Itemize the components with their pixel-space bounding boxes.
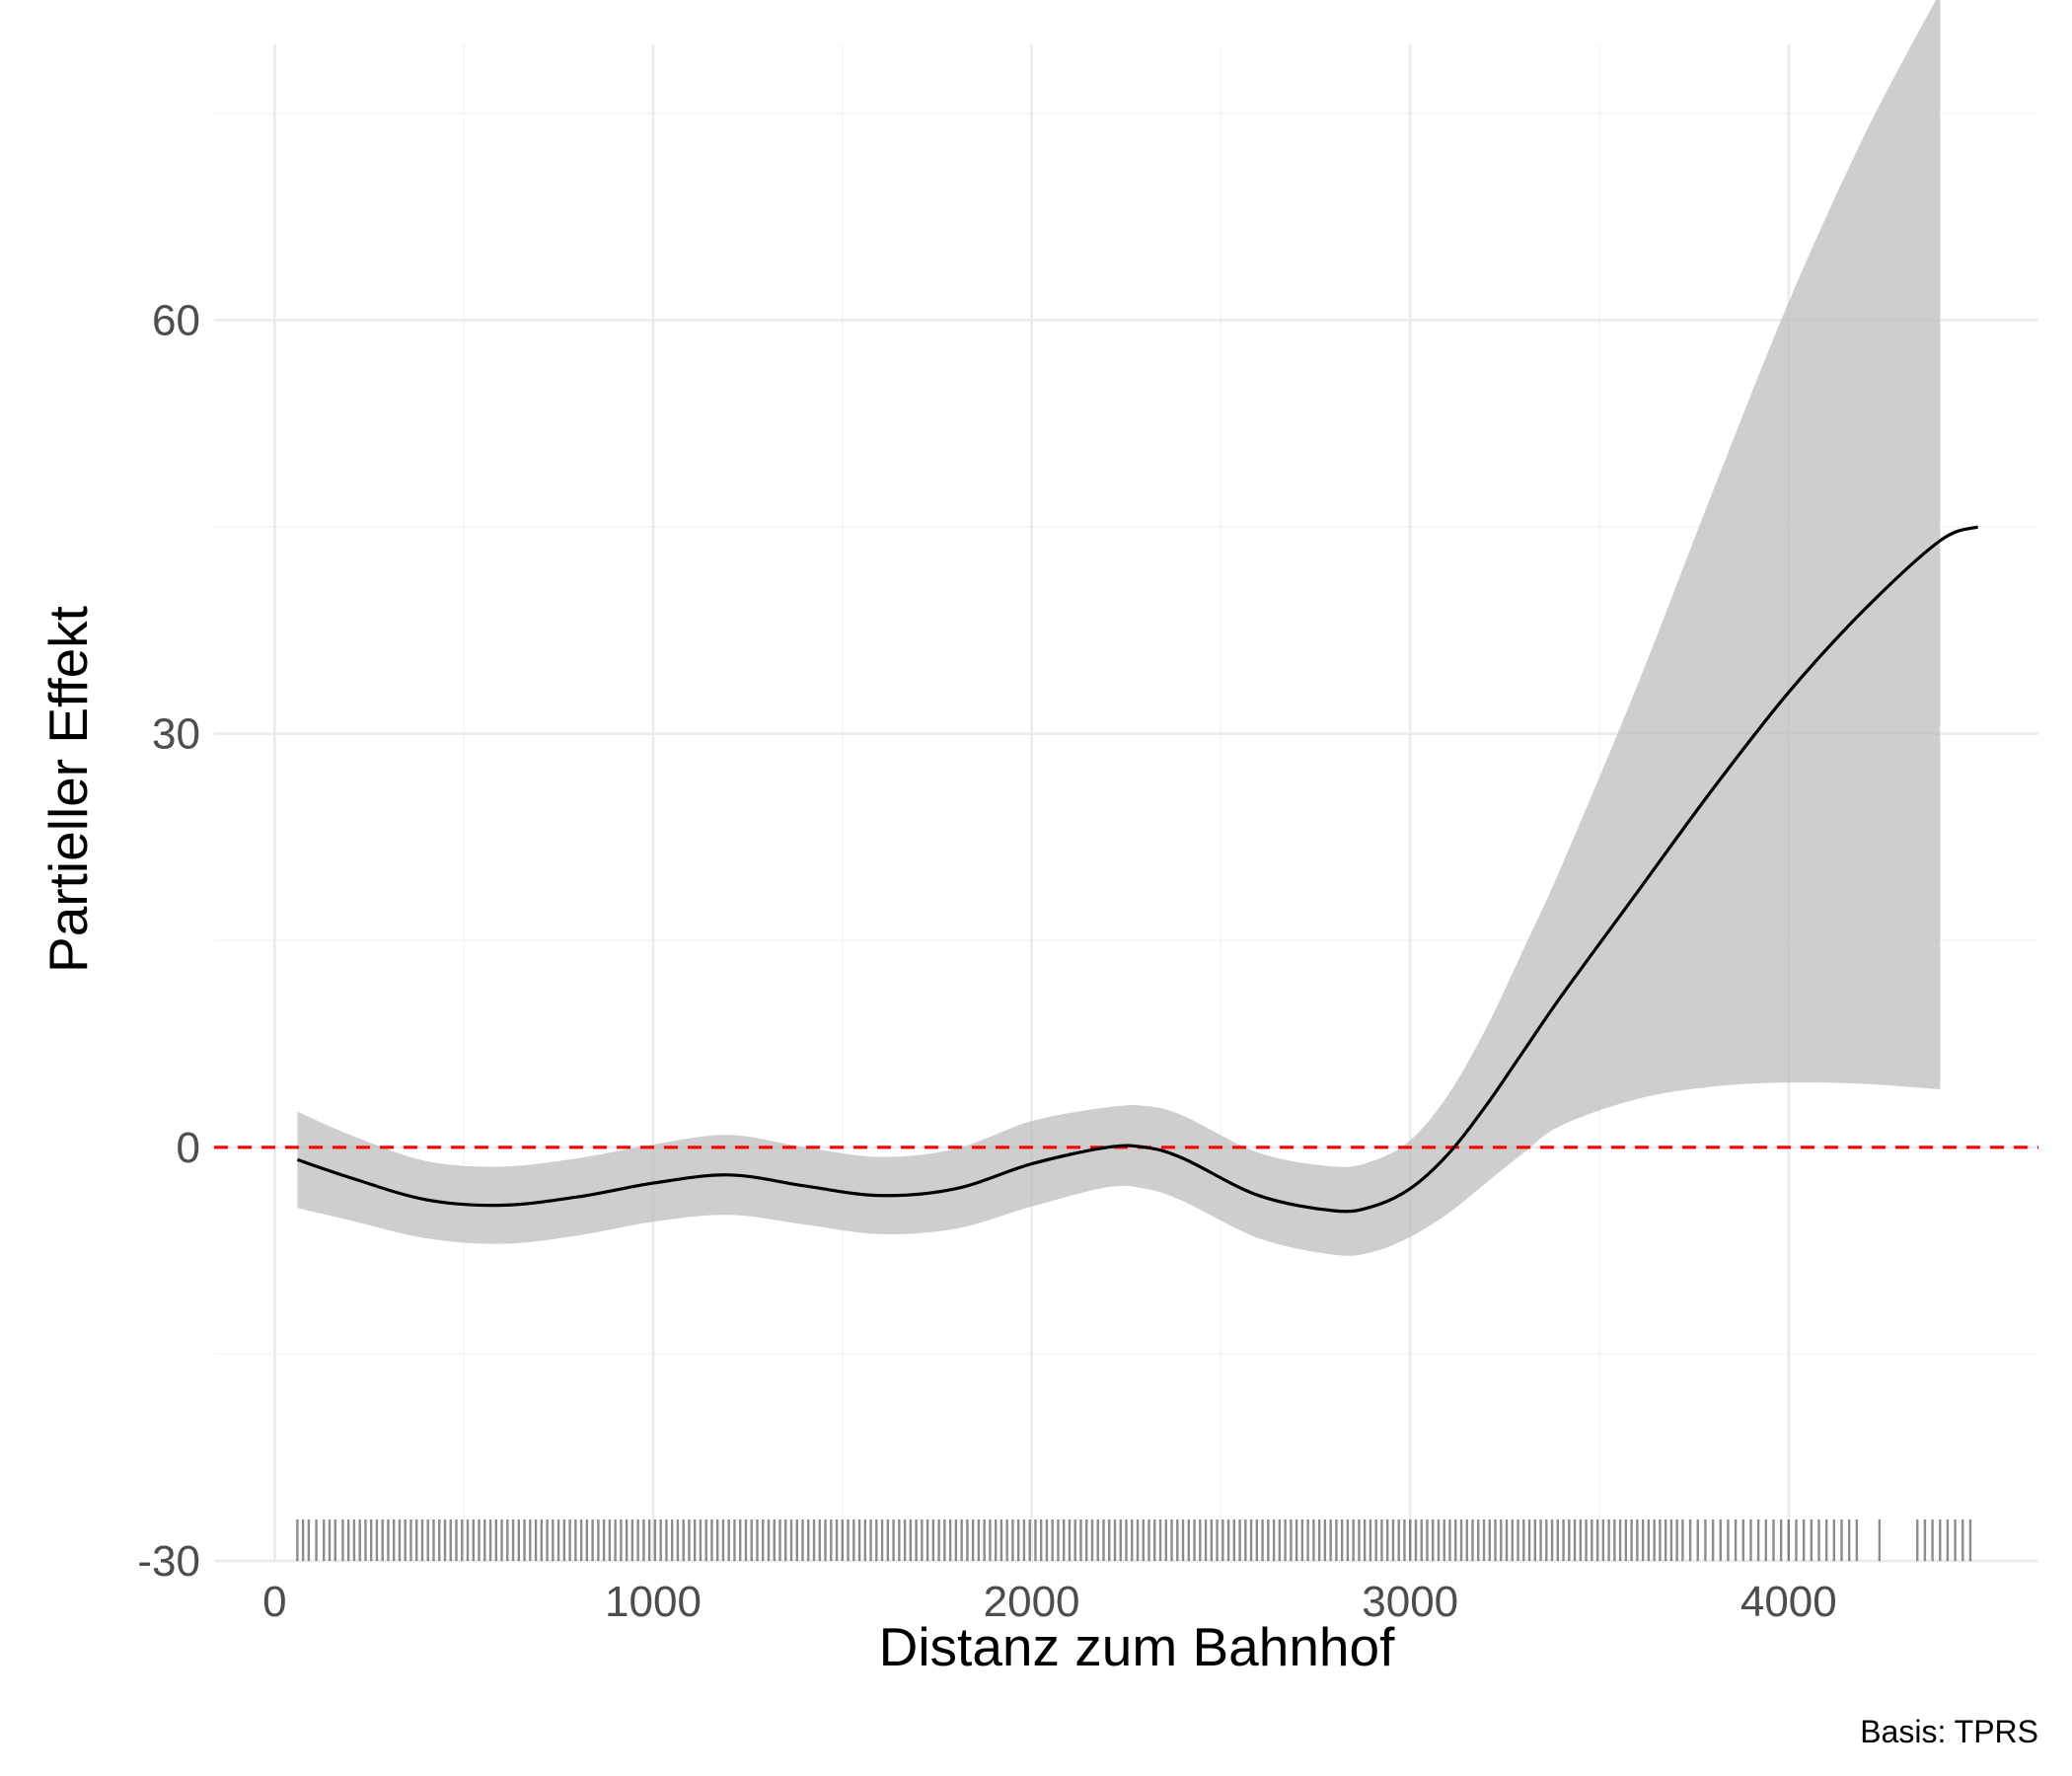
y-tick-label: 30 — [152, 710, 200, 759]
y-tick-label: 0 — [177, 1124, 200, 1172]
x-axis-title: Distanz zum Bahnhof — [879, 1616, 1395, 1677]
minor-gridlines — [214, 44, 2038, 1561]
x-tick-label: 2000 — [984, 1578, 1080, 1626]
x-tick-labels: 0 1000 2000 3000 4000 — [262, 1578, 1837, 1626]
y-tick-label: -30 — [137, 1537, 200, 1586]
y-tick-labels: -30 0 30 60 — [137, 296, 200, 1586]
y-tick-label: 60 — [152, 296, 200, 344]
confidence-band-layer — [297, 0, 1941, 1256]
confidence-band — [297, 0, 1941, 1256]
y-axis-title: Partieller Effekt — [37, 606, 99, 973]
x-tick-label: 1000 — [605, 1578, 702, 1626]
smooth-effect-line — [296, 525, 1979, 1214]
caption: Basis: TPRS — [1860, 1714, 2038, 1749]
x-tick-label: 3000 — [1362, 1578, 1458, 1626]
rug-layer — [296, 1519, 1972, 1561]
x-tick-label: 4000 — [1740, 1578, 1837, 1626]
x-tick-label: 0 — [262, 1578, 286, 1626]
smooth-line-layer — [296, 525, 1979, 1214]
